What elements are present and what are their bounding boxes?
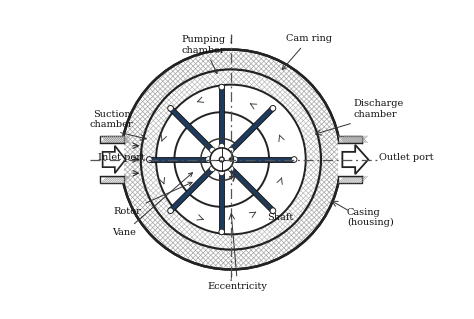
Circle shape [210, 148, 233, 171]
Text: i: i [229, 36, 232, 45]
Polygon shape [229, 107, 275, 152]
Text: Cam ring: Cam ring [283, 34, 332, 70]
Text: Casing
(housing): Casing (housing) [347, 208, 394, 227]
Circle shape [219, 229, 225, 235]
Circle shape [156, 85, 306, 234]
Circle shape [146, 157, 152, 162]
Circle shape [219, 170, 225, 175]
Text: Eccentricity: Eccentricity [207, 282, 267, 291]
Bar [100, 176, 124, 183]
Text: Inlet port: Inlet port [98, 153, 145, 162]
Circle shape [174, 112, 269, 207]
Bar [100, 136, 124, 143]
Text: Suction
chamber: Suction chamber [90, 110, 134, 130]
Text: Pumping
chamber: Pumping chamber [182, 35, 226, 74]
Text: i: i [229, 274, 232, 283]
Text: Rotor: Rotor [113, 182, 192, 216]
Circle shape [219, 84, 225, 90]
Circle shape [219, 157, 224, 162]
Polygon shape [219, 87, 224, 146]
Text: Discharge
chamber: Discharge chamber [353, 100, 403, 119]
Text: Shaft: Shaft [230, 171, 293, 222]
Circle shape [168, 106, 173, 111]
Polygon shape [219, 173, 224, 232]
Polygon shape [169, 107, 214, 152]
Polygon shape [103, 146, 126, 173]
Circle shape [219, 144, 225, 149]
Circle shape [270, 106, 276, 111]
Polygon shape [342, 145, 368, 174]
Bar [100, 143, 124, 176]
Circle shape [229, 158, 233, 161]
Text: Vane: Vane [112, 173, 192, 237]
Bar [338, 136, 362, 143]
Polygon shape [229, 167, 275, 212]
Circle shape [121, 49, 341, 270]
Bar [338, 176, 362, 183]
Circle shape [291, 157, 297, 162]
Circle shape [270, 208, 276, 213]
Circle shape [210, 147, 215, 153]
Bar [338, 143, 362, 176]
Circle shape [141, 70, 321, 249]
Circle shape [168, 208, 173, 213]
Circle shape [228, 147, 234, 153]
Text: Outlet port: Outlet port [379, 153, 434, 162]
Polygon shape [149, 157, 209, 162]
Polygon shape [235, 157, 294, 162]
Circle shape [210, 166, 215, 172]
Circle shape [228, 166, 234, 172]
Circle shape [206, 157, 211, 162]
Polygon shape [169, 167, 214, 212]
Circle shape [232, 157, 238, 162]
